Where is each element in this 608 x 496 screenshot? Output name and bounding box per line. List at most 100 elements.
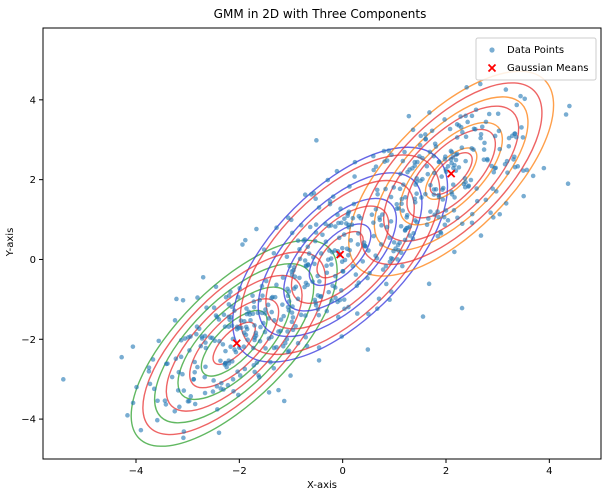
data-point bbox=[269, 295, 274, 301]
data-point bbox=[373, 206, 379, 212]
data-point bbox=[192, 401, 198, 407]
data-point bbox=[287, 263, 292, 269]
data-point bbox=[218, 358, 223, 364]
data-point bbox=[192, 359, 197, 365]
data-point bbox=[456, 165, 462, 170]
data-point bbox=[473, 127, 478, 132]
data-point bbox=[394, 201, 400, 207]
data-point bbox=[312, 261, 317, 267]
data-point bbox=[530, 173, 536, 179]
data-point bbox=[402, 237, 408, 243]
data-point bbox=[266, 316, 272, 321]
data-point bbox=[438, 231, 444, 236]
data-point bbox=[227, 317, 232, 323]
data-point bbox=[503, 87, 509, 92]
data-point bbox=[401, 182, 406, 187]
data-point bbox=[495, 111, 501, 117]
data-point bbox=[462, 176, 468, 181]
data-point bbox=[208, 335, 213, 340]
data-point bbox=[402, 149, 407, 155]
data-point bbox=[481, 157, 487, 162]
points-layer bbox=[61, 66, 572, 441]
data-point bbox=[420, 155, 425, 161]
data-point bbox=[455, 215, 460, 221]
data-point bbox=[334, 168, 340, 174]
data-point bbox=[346, 222, 351, 228]
data-point bbox=[506, 143, 512, 149]
data-point bbox=[373, 164, 379, 169]
data-point bbox=[295, 296, 301, 302]
data-point bbox=[147, 381, 153, 387]
data-point bbox=[155, 398, 160, 404]
data-point bbox=[474, 198, 480, 204]
data-point bbox=[210, 389, 216, 394]
component-1-contour bbox=[153, 263, 315, 424]
data-point bbox=[285, 215, 291, 221]
data-point bbox=[337, 297, 343, 303]
data-point bbox=[520, 168, 526, 173]
data-point bbox=[423, 191, 428, 197]
data-point bbox=[230, 377, 236, 382]
data-point bbox=[460, 129, 465, 135]
data-point bbox=[398, 171, 403, 177]
data-point bbox=[235, 369, 240, 374]
data-point bbox=[293, 284, 299, 290]
data-point bbox=[271, 365, 277, 371]
data-point bbox=[335, 212, 340, 218]
data-point bbox=[407, 167, 412, 172]
data-point bbox=[350, 215, 356, 221]
data-point bbox=[176, 369, 182, 375]
data-point bbox=[428, 209, 433, 214]
data-point bbox=[274, 282, 279, 288]
data-point bbox=[309, 192, 314, 197]
data-point bbox=[478, 233, 484, 238]
data-point bbox=[281, 398, 287, 404]
data-point bbox=[289, 230, 295, 236]
data-point bbox=[355, 242, 361, 247]
data-point bbox=[272, 294, 278, 300]
data-point bbox=[469, 146, 475, 151]
data-point bbox=[351, 201, 357, 207]
data-point bbox=[202, 390, 208, 396]
data-point bbox=[469, 113, 475, 119]
data-point bbox=[284, 254, 290, 260]
data-point bbox=[313, 222, 319, 227]
data-point bbox=[250, 345, 256, 351]
data-point bbox=[366, 248, 371, 253]
data-point bbox=[332, 285, 338, 290]
data-point bbox=[330, 249, 335, 255]
data-point bbox=[353, 272, 359, 277]
data-point bbox=[263, 307, 268, 312]
data-point bbox=[257, 338, 263, 344]
data-point bbox=[414, 191, 419, 196]
data-point bbox=[440, 185, 446, 191]
data-point bbox=[285, 349, 291, 355]
data-point bbox=[325, 257, 331, 262]
data-point bbox=[390, 256, 395, 262]
x-tick-label: −2 bbox=[232, 466, 247, 477]
data-point bbox=[356, 231, 361, 236]
y-tick-label: −2 bbox=[21, 335, 36, 346]
data-point bbox=[329, 262, 334, 267]
data-point bbox=[348, 238, 354, 243]
data-point bbox=[323, 221, 328, 227]
data-point bbox=[339, 334, 345, 339]
mixture-contour bbox=[189, 298, 280, 389]
data-point bbox=[333, 295, 338, 301]
legend-box bbox=[475, 37, 597, 81]
data-point bbox=[266, 390, 272, 395]
data-point bbox=[338, 206, 343, 211]
data-point bbox=[285, 286, 290, 292]
data-point bbox=[258, 324, 263, 330]
data-point bbox=[347, 184, 352, 189]
data-point bbox=[284, 336, 290, 342]
data-point bbox=[478, 131, 484, 137]
data-point bbox=[246, 309, 252, 315]
data-point bbox=[237, 285, 242, 291]
data-point bbox=[410, 236, 416, 241]
data-point bbox=[463, 179, 468, 185]
data-point bbox=[180, 297, 186, 303]
data-point bbox=[195, 295, 200, 300]
data-point bbox=[346, 209, 352, 215]
data-point bbox=[251, 362, 257, 368]
